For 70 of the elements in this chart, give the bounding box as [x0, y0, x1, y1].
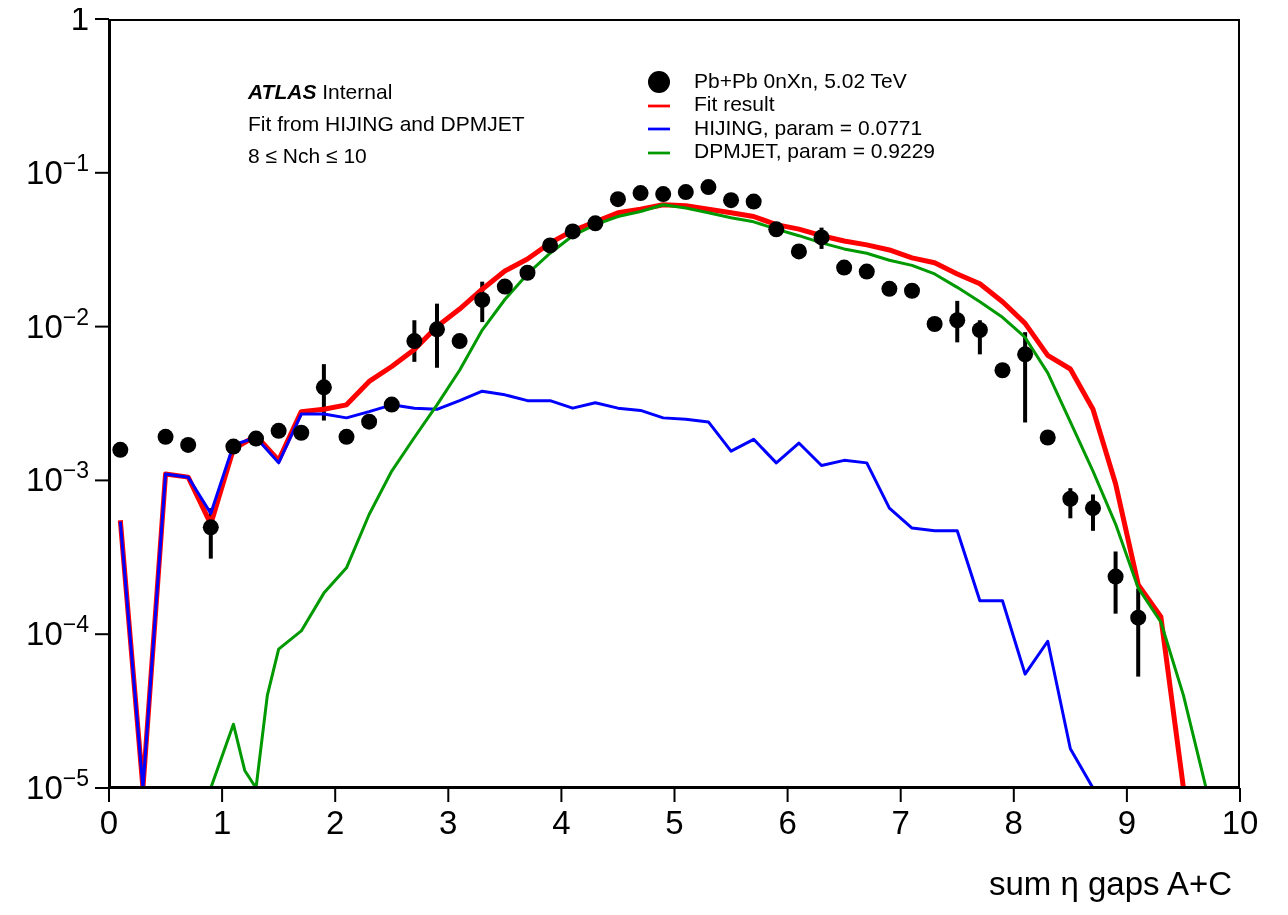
point	[677, 184, 694, 201]
y-tick-label: 10$^{−1}$	[26, 149, 89, 191]
point	[723, 192, 740, 209]
point	[609, 191, 626, 208]
x-tick-label: 8	[1004, 804, 1023, 841]
annotation: ATLAS Internal	[248, 79, 394, 105]
annotation: Fit from HIJING and DPMJET	[248, 111, 525, 137]
point	[225, 438, 242, 455]
point	[768, 221, 785, 238]
point	[315, 379, 332, 396]
y-tick-label: 10$^{−4}$	[26, 611, 90, 653]
point	[858, 263, 875, 280]
point	[338, 428, 355, 445]
x-tick-label: 9	[1117, 804, 1137, 841]
x-tick-label: 0	[99, 804, 119, 841]
point	[406, 333, 423, 350]
point	[428, 321, 445, 338]
x-tick-label: 2	[326, 804, 345, 841]
point	[112, 441, 129, 458]
x-tick-label: 10	[1221, 804, 1259, 841]
point	[474, 291, 491, 308]
point	[542, 237, 559, 254]
point	[790, 243, 807, 260]
point	[248, 430, 265, 447]
point	[632, 185, 649, 202]
x-tick-label: 5	[665, 804, 684, 841]
point	[745, 193, 762, 210]
point	[180, 436, 197, 453]
legend-label: Pb+Pb 0nXn, 5.02 TeV	[694, 69, 907, 92]
legend-label: Fit result	[694, 92, 775, 116]
point	[1017, 346, 1034, 363]
point	[564, 223, 581, 240]
point	[1107, 568, 1124, 585]
x-tick-label: 7	[891, 804, 910, 841]
point	[904, 282, 921, 299]
point	[361, 413, 378, 430]
x-tick-label: 6	[778, 804, 797, 841]
point	[881, 280, 898, 297]
point	[1130, 609, 1147, 626]
x-axis-title: sum η gaps A+C	[988, 865, 1232, 902]
point	[836, 259, 853, 276]
point	[587, 215, 604, 232]
point	[1039, 429, 1056, 446]
point	[293, 424, 310, 441]
y-tick-label: 10$^{−5}$	[26, 765, 89, 806]
legend-label: HIJING, param = 0.0771	[694, 115, 923, 139]
point	[1084, 500, 1101, 517]
line-series	[118, 389, 1095, 788]
x-tick-label: 4	[552, 804, 571, 841]
point	[1062, 490, 1079, 507]
point	[496, 278, 513, 295]
point	[700, 179, 717, 196]
x-tick-label: 3	[439, 804, 458, 841]
annotation: 8 ≤ Nch ≤ 10	[248, 143, 368, 169]
point	[202, 519, 219, 536]
y-tick-label: 10$^{−2}$	[26, 303, 89, 345]
point	[949, 312, 966, 329]
point	[813, 229, 830, 246]
point	[519, 264, 536, 281]
point	[383, 396, 400, 413]
point	[451, 333, 468, 350]
point	[971, 322, 988, 339]
y-tick-label: 10$^{−3}$	[26, 457, 89, 499]
point	[157, 428, 174, 445]
point	[655, 186, 672, 203]
point	[270, 422, 287, 439]
x-tick-label: 1	[212, 804, 232, 841]
point	[994, 362, 1011, 379]
legend-label: DPMJET, param = 0.9229	[694, 139, 936, 163]
point	[926, 315, 943, 332]
